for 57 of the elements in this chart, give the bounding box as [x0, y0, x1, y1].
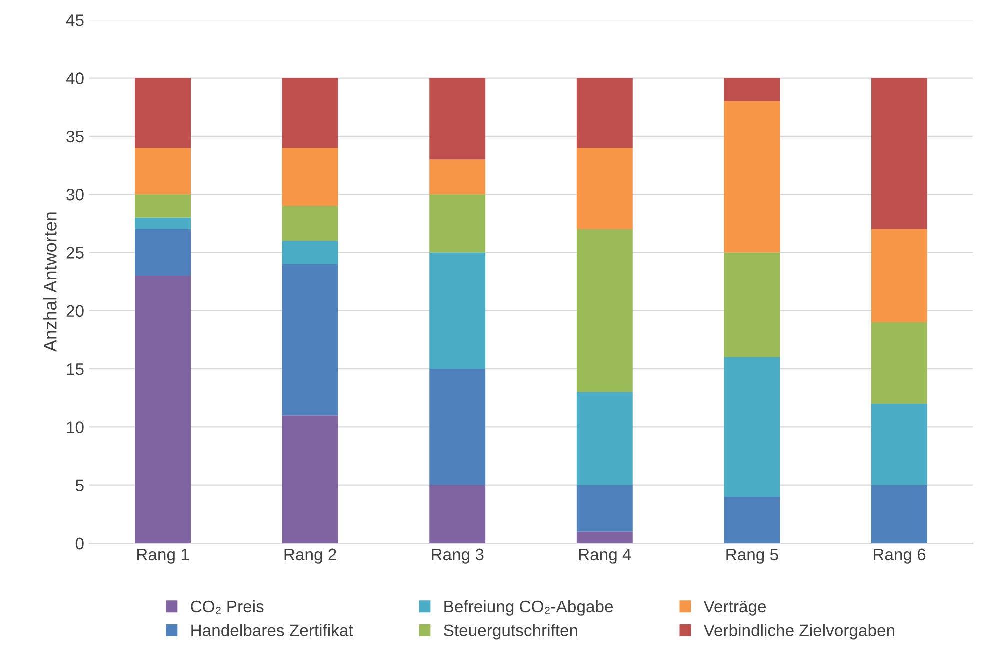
bar [282, 264, 338, 416]
bar [135, 218, 192, 230]
legend-label: CO₂ Preis [191, 600, 264, 614]
x-tick-label: Rang 3 [432, 548, 484, 564]
legend-label: Handelbares Zertifikat [192, 624, 354, 636]
y-axis-title: Anzhal Antworten [44, 212, 57, 352]
bar [872, 322, 928, 404]
y-tick-label: 45 [66, 14, 84, 26]
bar [576, 229, 633, 392]
x-tick-label: Rang 5 [726, 548, 778, 564]
bar [724, 78, 780, 102]
y-tick-label: 35 [66, 130, 84, 143]
bar [872, 485, 928, 544]
y-tick-label: 5 [76, 480, 84, 492]
bar [135, 229, 192, 276]
bar [576, 392, 633, 486]
bar [430, 78, 486, 160]
bar [282, 78, 338, 148]
bar [135, 78, 192, 148]
legend-label: Steuergutschriften [444, 624, 578, 640]
bar [282, 148, 338, 206]
x-tick-label: Rang 6 [874, 548, 926, 564]
y-tick-label: 15 [67, 364, 84, 376]
bar [135, 194, 192, 218]
y-tick-label: 10 [67, 422, 84, 434]
bar [135, 148, 192, 195]
bar [724, 496, 780, 544]
y-tick-label: 20 [66, 305, 84, 318]
y-tick-label: 30 [66, 188, 84, 201]
bar [282, 241, 338, 264]
x-tick-label: Rang 2 [284, 548, 336, 564]
bar [430, 369, 486, 486]
y-tick-label: 40 [66, 72, 84, 84]
bar [576, 148, 633, 230]
bar [430, 252, 486, 370]
bar [724, 102, 780, 253]
bar [282, 206, 338, 242]
bar [872, 78, 928, 230]
bar [724, 252, 780, 358]
bar [576, 78, 633, 148]
legend-label: Befreiung CO₂-Abgabe [444, 600, 614, 616]
bar [724, 357, 780, 497]
bar [576, 532, 633, 544]
bar [282, 416, 338, 544]
bar [135, 276, 192, 544]
bar [872, 404, 928, 486]
x-tick-label: Rang 1 [138, 548, 190, 564]
y-tick-label: 0 [76, 538, 84, 550]
bar [576, 485, 633, 532]
legend-label: Verträge [704, 600, 766, 616]
bar [430, 160, 486, 195]
y-tick-label: 25 [66, 247, 84, 259]
bar [430, 194, 486, 253]
bar [872, 229, 928, 323]
bar [430, 485, 486, 544]
legend-label: Verbindliche Zielvorgaben [704, 624, 894, 640]
x-tick-label: Rang 4 [579, 548, 632, 564]
